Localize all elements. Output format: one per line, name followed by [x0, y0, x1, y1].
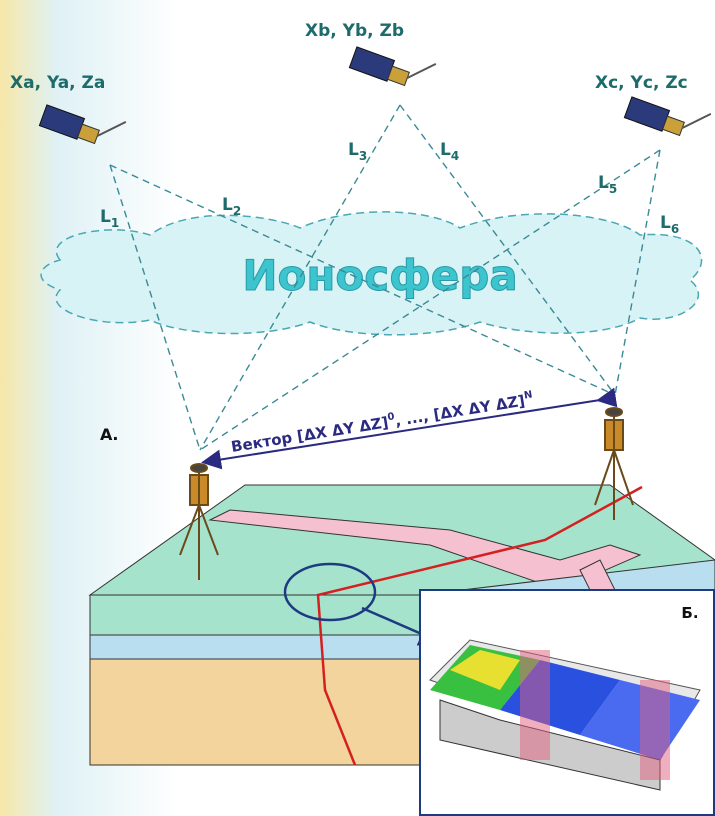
inset-panel: Б.: [419, 589, 715, 816]
range-label: L4: [440, 140, 459, 163]
receiver: [594, 407, 634, 520]
range-label: L2: [222, 195, 241, 218]
zoom-circle: [283, 562, 377, 622]
satellite-label: Xb, Yb, Zb: [305, 21, 404, 41]
satellite-label: Xc, Yc, Zc: [595, 73, 688, 93]
satellite: [623, 96, 712, 137]
satellite: [348, 46, 437, 87]
satellite: [38, 104, 127, 145]
range-label: L5: [598, 173, 617, 196]
ionosphere-label: Ионосфера: [242, 251, 517, 300]
ionosphere-cloud: [40, 211, 703, 336]
range-label: L3: [348, 140, 367, 163]
range-label: L6: [660, 213, 679, 236]
range-label: L1: [100, 207, 119, 230]
panel-label: Б.: [681, 604, 698, 622]
panel-label: А.: [100, 425, 118, 444]
satellite-label: Xa, Ya, Za: [10, 73, 105, 93]
receiver: [179, 463, 219, 580]
vector-arrow: [201, 387, 618, 470]
fault-line: [316, 485, 643, 766]
